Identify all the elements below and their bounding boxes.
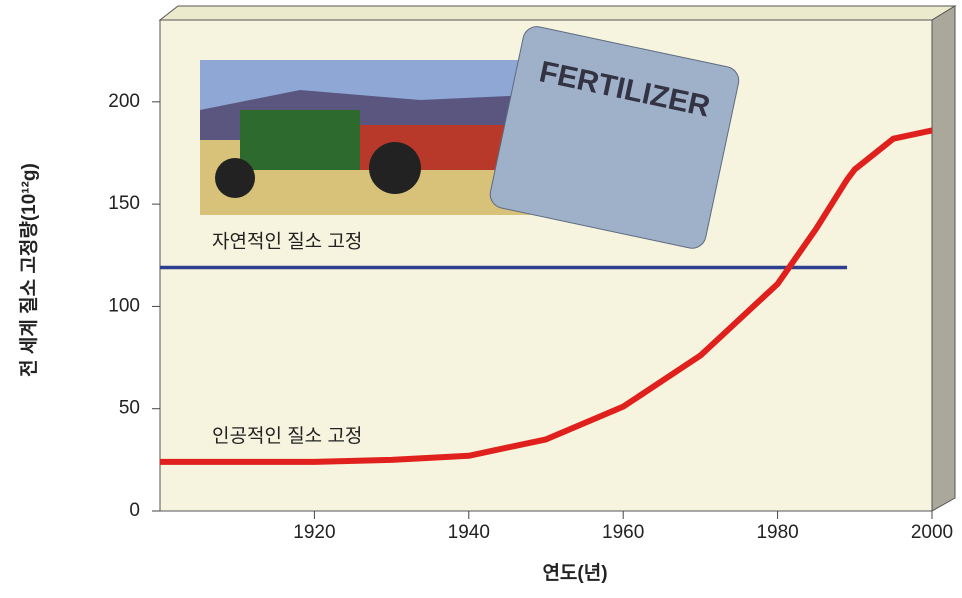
x-tick-label: 1920	[293, 522, 335, 543]
photo-wheel	[215, 158, 255, 198]
x-tick-label: 1940	[448, 522, 490, 543]
y-tick-label: 100	[108, 295, 140, 316]
photo-wheel	[369, 142, 421, 194]
fertilizer-bag: FERTILIZER	[489, 26, 740, 249]
series-line	[160, 127, 933, 465]
bag	[489, 26, 740, 249]
y-tick-label: 200	[108, 91, 140, 112]
box-top	[158, 5, 957, 21]
photo	[200, 60, 530, 215]
y-tick-label: 50	[119, 398, 140, 419]
photo-tractor	[240, 110, 360, 170]
x-tick-label: 1960	[602, 522, 644, 543]
x-tick-label: 2000	[911, 522, 953, 543]
series-label: 인공적인 질소 고정	[212, 425, 362, 447]
x-axis-label: 연도(년)	[542, 562, 607, 584]
x-tick-label: 1980	[756, 522, 798, 543]
y-tick-label: 0	[129, 500, 140, 521]
box-side	[931, 5, 956, 512]
series-label: 자연적인 질소 고정	[212, 231, 362, 253]
y-tick-label: 150	[108, 193, 140, 214]
y-axis-label: 전 세계 질소 고정량(10¹²g)	[18, 163, 40, 377]
